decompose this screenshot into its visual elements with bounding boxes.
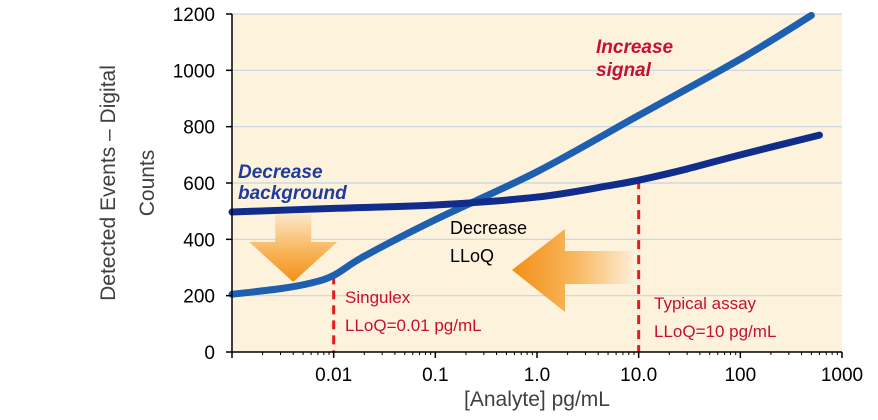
y-tick-label-0: 0: [204, 343, 215, 364]
arrow-down-decrease-background: [249, 214, 338, 282]
annotation-decrease-lloq-line-1: Decrease: [450, 218, 527, 238]
x-tick-label-1.0: 1.0: [524, 365, 550, 386]
series-lines: [228, 11, 823, 298]
y-tick-label-800: 800: [183, 118, 215, 139]
annotation-typical-assay-line-1: Typical assay: [654, 294, 757, 313]
x-tick-label-100: 100: [724, 365, 756, 386]
x-tick-label-0.01: 0.01: [315, 365, 352, 386]
x-tick-label-10.0: 10.0: [620, 365, 657, 386]
y-axis-title-line-2: Counts: [136, 150, 159, 217]
series-line-1: [228, 11, 815, 298]
y-tick-label-600: 600: [183, 174, 215, 195]
series-line-2: [228, 131, 823, 216]
y-tick-label-1200: 1200: [173, 5, 215, 26]
y-tick-label-200: 200: [183, 287, 215, 308]
arrows: [249, 214, 632, 312]
x-tick-label-0.1: 0.1: [422, 365, 448, 386]
y-axis-title-line-1: Detected Events – Digital: [97, 65, 120, 301]
annotation-singulex-line-2: LLoQ=0.01 pg/mL: [345, 316, 482, 335]
arrow-left-decrease-lloq: [512, 229, 632, 312]
y-tick-label-1000: 1000: [173, 61, 215, 82]
tick-labels: 0 200 400 600 800 1000 1200 0.01 0.1 1.0 10.0 100 10…: [173, 5, 863, 386]
y-tick-label-400: 400: [183, 230, 215, 251]
annotation-decrease-background-line-2: background: [238, 183, 347, 204]
annotation-decrease-lloq-line-2: LLoQ: [450, 246, 494, 266]
axes: [226, 13, 843, 358]
annotation-typical-assay-line-2: LLoQ=10 pg/mL: [654, 322, 776, 341]
annotation-increase-signal-line-1: Increase: [596, 37, 674, 58]
x-axis-title: [Analyte] pg/mL: [464, 388, 610, 411]
x-tick-label-1000: 1000: [821, 365, 863, 386]
annotation-increase-signal-line-2: signal: [596, 60, 652, 81]
lloq-markers: [332, 180, 641, 352]
annotation-decrease-background-line-1: Decrease: [238, 162, 323, 183]
annotation-singulex-line-1: Singulex: [345, 288, 411, 307]
